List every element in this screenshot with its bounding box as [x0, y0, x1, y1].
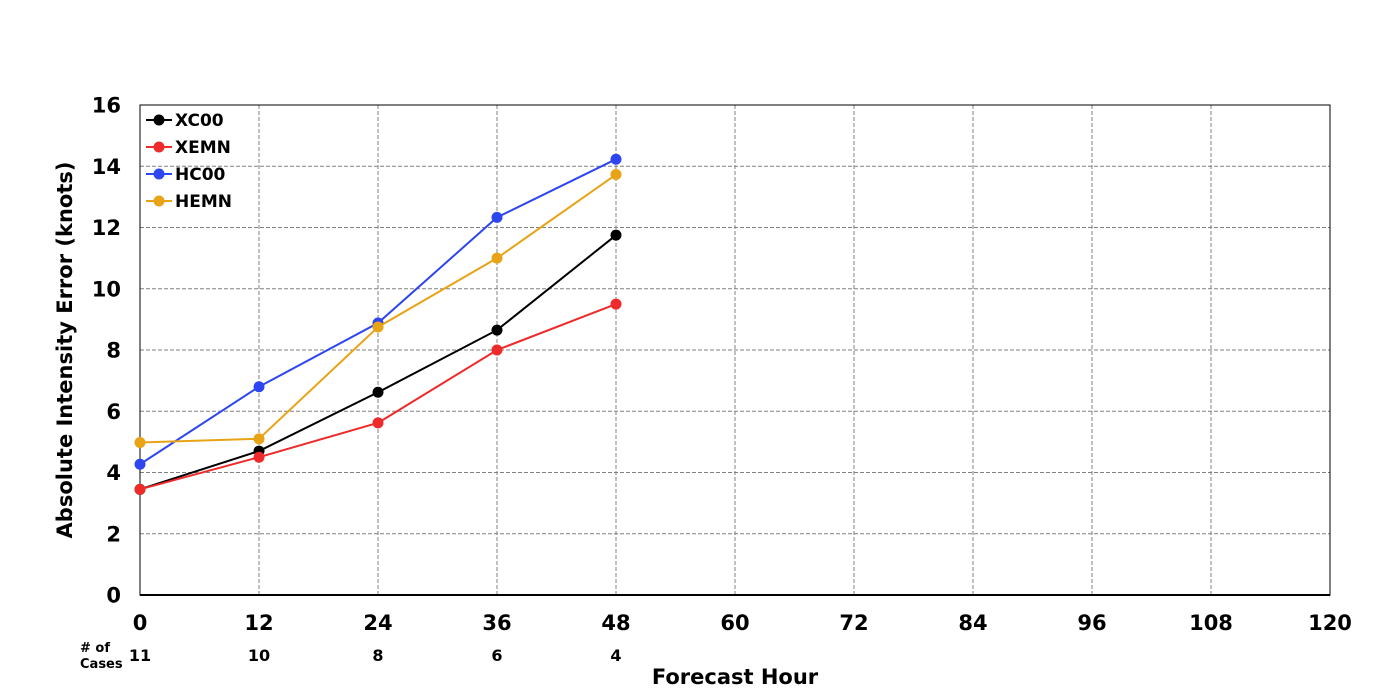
data-point-xemn	[372, 417, 384, 429]
y-tick-label: 12	[92, 216, 121, 240]
x-tick-label: 12	[244, 611, 273, 635]
x-tick-label: 96	[1077, 611, 1106, 635]
cases-count: 6	[491, 646, 502, 665]
cases-count: 4	[610, 646, 621, 665]
data-point-xemn	[610, 298, 622, 310]
data-point-hemn	[491, 252, 503, 264]
data-point-xc00	[491, 324, 503, 336]
data-point-hc00	[134, 458, 146, 470]
y-axis-ticks: 0 2 4 6 8 10 12 14 16	[92, 94, 121, 608]
x-tick-label: 108	[1189, 611, 1233, 635]
data-point-hc00	[491, 211, 503, 223]
legend-label-hemn: HEMN	[175, 192, 232, 212]
y-tick-label: 14	[92, 155, 121, 179]
series-xemn	[134, 298, 622, 495]
legend-label-hc00: HC00	[175, 165, 226, 185]
cases-row: # of Cases 11 10 8 6 4	[80, 641, 622, 672]
data-point-xc00	[610, 229, 622, 241]
data-point-xemn	[253, 451, 265, 463]
legend-entry-xc00: XC00	[146, 111, 224, 131]
legend-label-xemn: XEMN	[175, 138, 231, 158]
cases-label-line1: # of	[80, 641, 110, 656]
series-hemn	[134, 169, 622, 448]
data-point-hc00	[253, 381, 265, 393]
data-point-xemn	[491, 344, 503, 356]
y-tick-label: 10	[92, 277, 121, 301]
x-tick-label: 36	[482, 611, 511, 635]
y-tick-label: 16	[92, 94, 121, 118]
data-point-hemn	[253, 433, 265, 445]
legend-marker-xc00	[153, 114, 165, 126]
x-tick-label: 120	[1308, 611, 1352, 635]
y-tick-label: 8	[106, 339, 121, 363]
data-point-hemn	[610, 169, 622, 181]
grid	[140, 105, 1330, 595]
data-point-hc00	[610, 153, 622, 165]
data-point-hemn	[372, 321, 384, 333]
data-point-hemn	[134, 436, 146, 448]
legend-entry-hemn: HEMN	[146, 192, 232, 212]
y-tick-label: 0	[106, 584, 121, 608]
x-tick-label: 48	[601, 611, 630, 635]
y-tick-label: 4	[106, 461, 121, 485]
data-point-xc00	[372, 386, 384, 398]
x-tick-label: 60	[720, 611, 749, 635]
legend: XC00 XEMN HC00 HEMN	[146, 111, 232, 212]
x-tick-label: 0	[133, 611, 148, 635]
data-point-xemn	[134, 483, 146, 495]
legend-marker-xemn	[153, 141, 165, 153]
legend-marker-hemn	[153, 195, 165, 207]
x-tick-label: 72	[839, 611, 868, 635]
x-axis-title: Forecast Hour	[652, 665, 819, 689]
legend-marker-hc00	[153, 168, 165, 180]
legend-entry-xemn: XEMN	[146, 138, 231, 158]
y-tick-label: 2	[106, 522, 121, 546]
x-axis-ticks: 0 12 24 36 48 60 72 84 96 108 120	[133, 611, 1352, 635]
series-layer	[134, 153, 622, 495]
cases-label-line2: Cases	[80, 657, 123, 672]
cases-count: 10	[248, 646, 270, 665]
cases-count: 11	[129, 646, 151, 665]
y-axis-title: Absolute Intensity Error (knots)	[53, 162, 77, 539]
x-tick-label: 24	[363, 611, 392, 635]
cases-count: 8	[372, 646, 383, 665]
y-tick-label: 6	[106, 400, 121, 424]
legend-entry-hc00: HC00	[146, 165, 226, 185]
legend-label-xc00: XC00	[175, 111, 224, 131]
x-tick-label: 84	[958, 611, 987, 635]
